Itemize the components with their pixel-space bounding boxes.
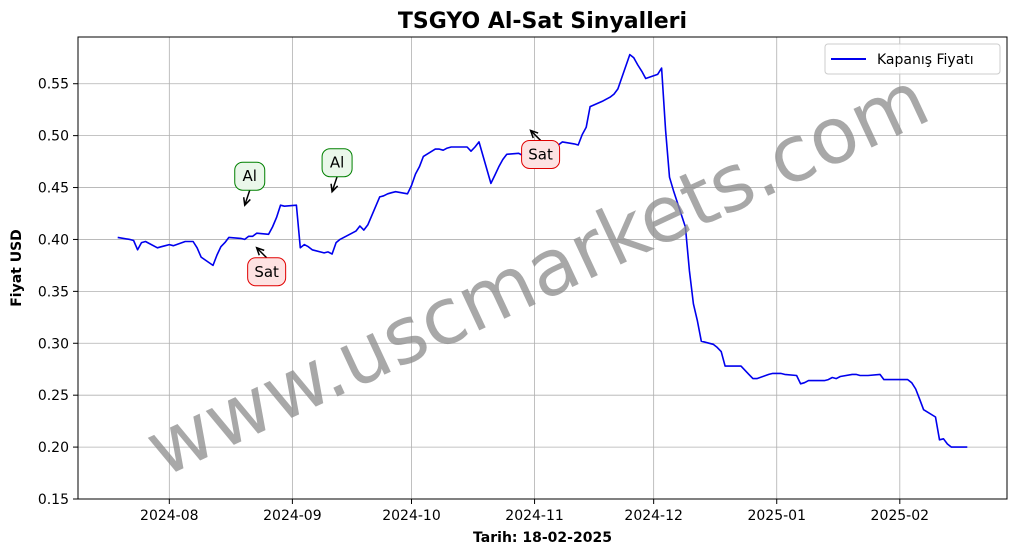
x-tick-label: 2024-08 [140,508,199,524]
y-axis-ticks: 0.15 0.20 0.25 0.30 0.35 0.40 0.45 0.50 0.55 [38,77,78,508]
y-tick-label: 0.15 [38,492,69,508]
signal-box [234,161,266,191]
y-tick-label: 0.30 [38,336,69,352]
signal-arrow-head [330,183,339,194]
x-axis-ticks: 2024-08 2024-09 2024-10 2024-11 2024-12 2025-… [140,499,929,524]
signal-label: Al [330,154,344,172]
signal-arrow-head [529,129,539,139]
signal-box [321,148,353,178]
y-tick-label: 0.45 [38,181,69,197]
x-tick-label: 2024-10 [382,508,441,524]
buy-signal: Al [234,161,266,207]
y-tick-label: 0.50 [38,129,69,145]
signal-label: Al [243,167,257,185]
y-axis-label: Fiyat USD [9,229,25,307]
chart-title: TSGYO Al-Sat Sinyalleri [398,9,687,34]
signal-label: Sat [528,145,553,163]
x-axis-label: Tarih: 18-02-2025 [473,530,612,546]
signal-annotations: Al Sat Al Sat [234,129,561,287]
x-tick-label: 2025-01 [747,508,806,524]
x-tick-label: 2024-11 [505,508,564,524]
legend-entry-kapanis-fiyati: Kapanış Fiyatı [877,52,974,68]
x-tick-label: 2024-12 [624,508,683,524]
grid-lines [78,37,1007,500]
signal-arrow-head [255,246,265,256]
signal-arrow-shaft [331,176,338,192]
legend-box [824,43,1001,75]
x-tick-label: 2024-09 [263,508,322,524]
y-tick-label: 0.25 [38,388,69,404]
x-tick-label: 2025-02 [871,508,930,524]
signal-arrow-shaft [530,129,542,141]
signal-arrow-head [242,197,251,207]
sell-signal: Sat [521,129,561,169]
sell-signal: Sat [247,246,287,287]
y-tick-label: 0.20 [38,440,69,456]
signal-arrow-shaft [244,189,251,206]
signal-label: Sat [254,263,279,281]
y-tick-label: 0.35 [38,284,69,300]
buy-signal: Al [321,148,353,194]
signal-box [521,139,561,169]
signal-arrow-shaft [256,247,268,259]
legend: Kapanış Fiyatı [824,43,1001,75]
y-tick-label: 0.40 [38,232,69,248]
signal-box [247,257,287,287]
plot-area-frame [77,36,1008,500]
y-tick-label: 0.55 [38,77,69,93]
